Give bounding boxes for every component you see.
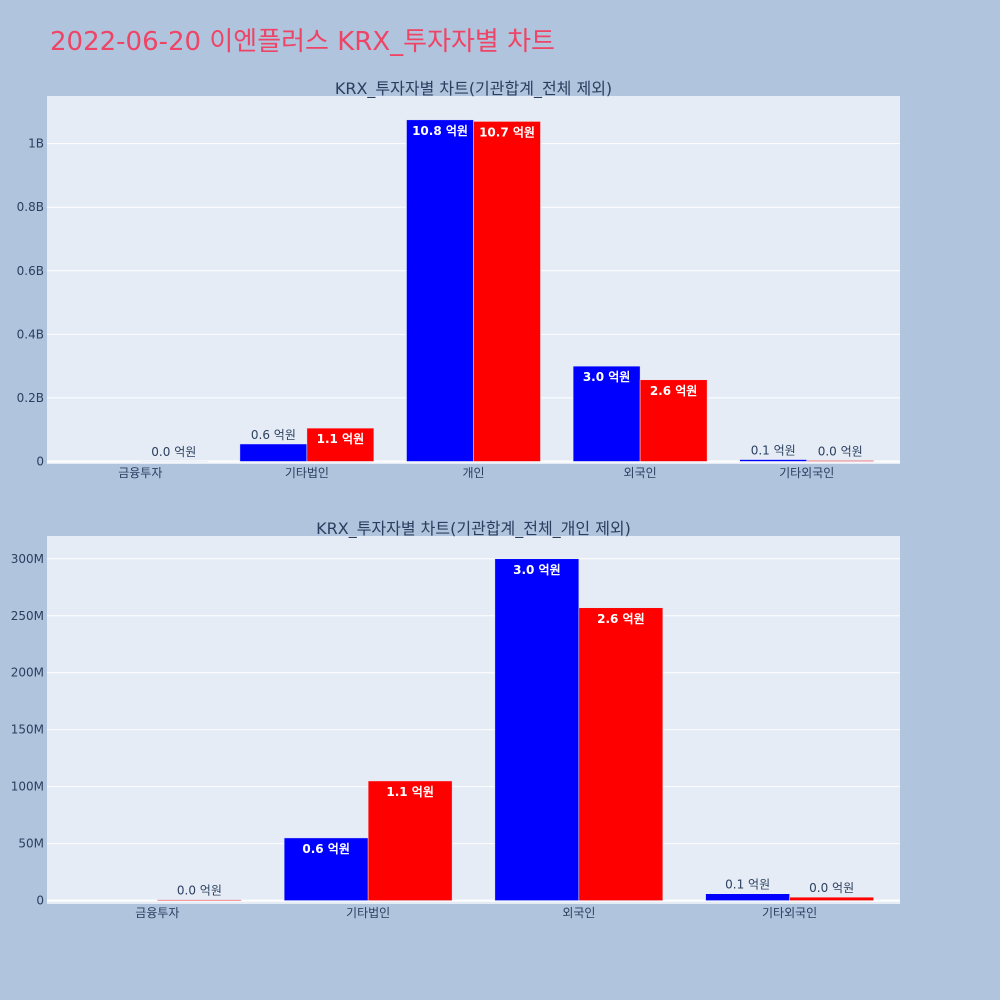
y-tick-label: 100M [11,780,44,794]
x-tick-label: 기타외국인 [779,466,834,480]
bar-data-label: 2.6 억원 [650,384,698,398]
plot-area [47,536,900,904]
bar-blue [239,443,308,462]
page-title: 2022-06-20 이엔플러스 KRX_투자자별 차트 [50,27,555,57]
y-tick-label: 150M [11,723,44,737]
bar-blue [283,837,369,901]
y-tick-label: 250M [11,609,44,623]
bar-red [578,607,664,901]
bar-data-label: 0.6 억원 [251,428,296,442]
bar-data-label: 10.8 억원 [412,124,468,138]
x-tick-label: 기타법인 [346,906,390,920]
bar-red [806,460,874,462]
bar-red [789,896,874,901]
bar-data-label: 1.1 억원 [386,785,434,799]
x-tick-label: 금융투자 [135,906,179,920]
bar-data-label: 10.7 억원 [479,125,535,139]
bar-blue [572,365,641,462]
bar-red [367,780,453,901]
chart-panel-excluding-individuals: KRX_투자자별 차트(기관합계_전체_개인 제외) 0 50M 100M 150M 20… [11,519,900,920]
bar-data-label: 0.6 억원 [302,842,350,856]
bar-blue [406,119,474,462]
bar-blue [494,558,580,901]
bar-data-label: 2.6 억원 [597,612,645,626]
y-tick-label: 0.6B [17,264,44,278]
x-tick-label: 기타법인 [285,466,329,480]
bar-data-label: 0.0 억원 [818,445,863,459]
chart-title: KRX_투자자별 차트(기관합계_전체_개인 제외) [316,519,631,539]
y-tick-label: 0.4B [17,327,44,341]
bar-red [306,427,375,462]
bar-data-label: 1.1 억원 [317,432,365,446]
y-tick-label: 0.8B [17,200,44,214]
y-tick-label: 0 [36,454,44,468]
bar-data-label: 0.0 억원 [809,881,854,895]
x-tick-label: 금융투자 [118,466,162,480]
y-tick-label: 200M [11,666,44,680]
bar-blue [739,459,807,462]
bar-blue [705,893,790,901]
y-tick-label: 0 [36,894,44,908]
chart-panel-all-investors: KRX_투자자별 차트(기관합계_전체 제외) 0 0.2B 0.4B 0.6B 0.8B… [17,79,900,480]
bar-red [157,899,242,901]
y-tick-label: 50M [18,837,44,851]
bar-data-label: 0.0 억원 [151,445,196,459]
chart-title: KRX_투자자별 차트(기관합계_전체 제외) [335,79,612,99]
y-tick-label: 1B [28,137,44,151]
bar-data-label: 3.0 억원 [513,563,561,577]
bar-data-label: 3.0 억원 [583,370,631,384]
bar-red [473,121,541,462]
x-tick-label: 외국인 [624,466,657,480]
x-tick-label: 외국인 [562,906,595,920]
x-tick-label: 기타외국인 [762,906,817,920]
bar-data-label: 0.0 억원 [177,884,222,898]
y-tick-label: 0.2B [17,391,44,405]
y-tick-label: 300M [11,552,44,566]
x-tick-label: 개인 [462,466,484,480]
bar-data-label: 0.1 억원 [725,878,770,892]
bar-data-label: 0.1 억원 [751,444,796,458]
bar-red [639,379,708,462]
